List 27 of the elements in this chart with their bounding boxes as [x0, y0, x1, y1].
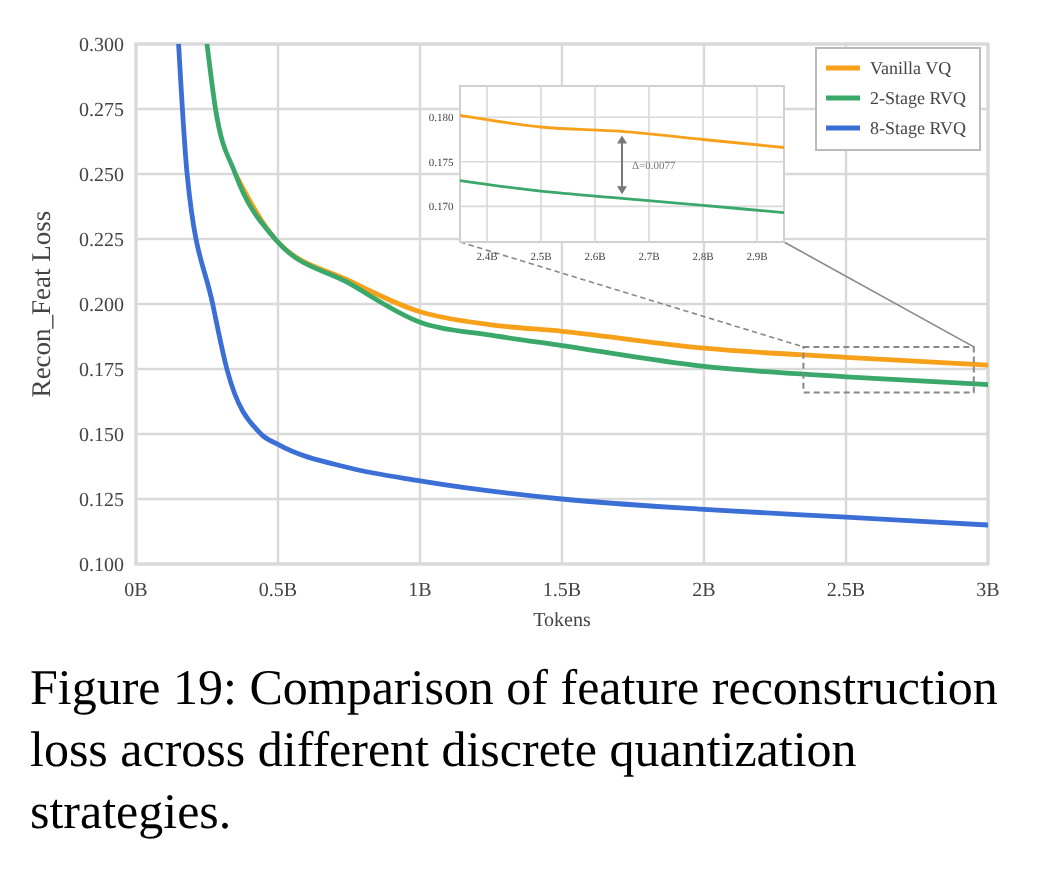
y-axis-title: Recon_Feat Loss: [26, 210, 56, 398]
y-tick-label: 0.250: [79, 165, 124, 187]
line-series: [460, 179, 784, 214]
y-tick-label: 0.275: [79, 100, 124, 122]
x-tick-label: 1B: [408, 580, 433, 602]
x-tick-label: 0.5B: [258, 580, 298, 602]
x-tick-label: 0B: [124, 580, 149, 602]
x-tick-label: 2B: [692, 580, 717, 602]
line-series: [176, 44, 988, 528]
y-tick-label: 0.200: [79, 295, 124, 317]
y-tick-label: 0.300: [79, 35, 124, 57]
line-series: [233, 171, 988, 368]
y-tick-label: 0.175: [79, 360, 124, 382]
y-tick-label: 0.150: [79, 425, 124, 447]
x-tick-label: 3B: [976, 580, 1001, 602]
x-tick-label: 2.5B: [826, 580, 866, 602]
y-tick-label: 0.225: [79, 230, 124, 252]
caption: Figure 19: Comparison of feature reconstruction loss across different discrete quantization strategies.: [30, 662, 999, 840]
legend-label: Vanilla VQ: [870, 58, 953, 79]
line-series: [460, 114, 784, 149]
legend-label: 2-Stage RVQ: [870, 88, 968, 109]
x-axis-title: Tokens: [533, 610, 591, 632]
line-series: [204, 44, 988, 387]
legend-label: 8-Stage RVQ: [870, 118, 968, 139]
x-tick-label: 1.5B: [542, 580, 582, 602]
y-tick-label: 0.100: [79, 555, 124, 577]
y-tick-label: 0.125: [79, 490, 124, 512]
